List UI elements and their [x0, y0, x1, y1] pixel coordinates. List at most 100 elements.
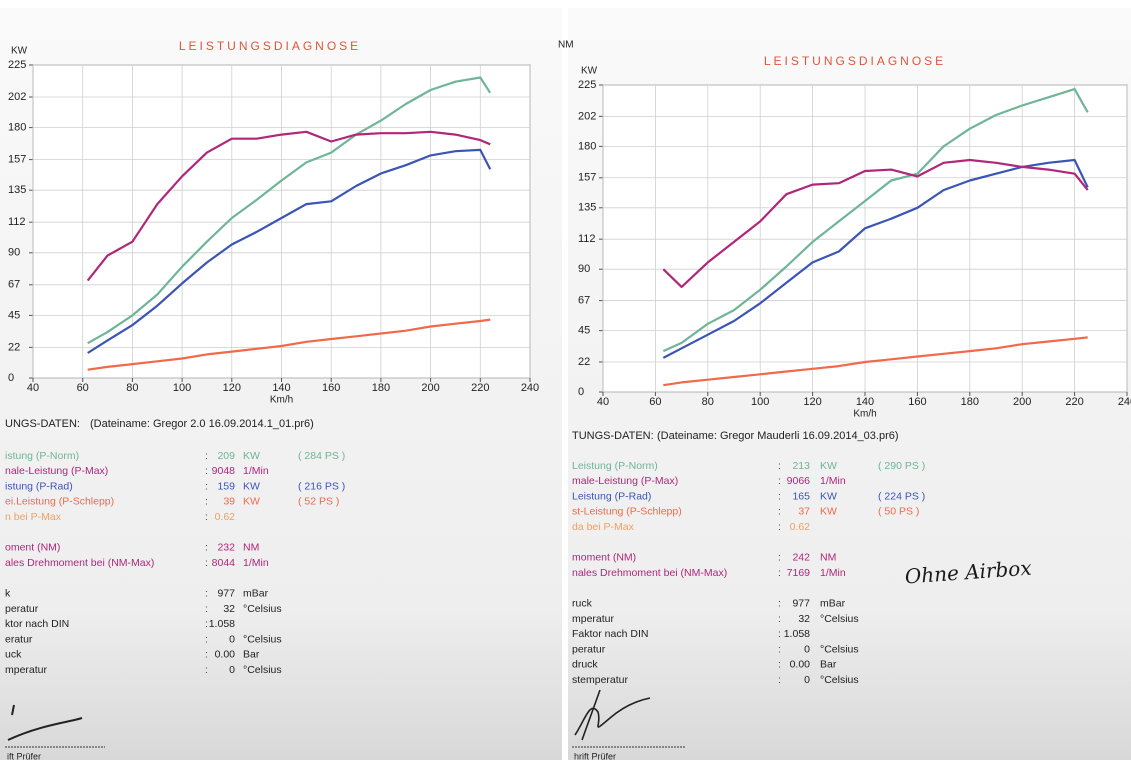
y-tick-label: 45 [8, 309, 20, 321]
row-label: nales Drehmoment bei (NM-Max) [572, 567, 727, 579]
row-unit: KW [820, 506, 837, 518]
row-label: eratur [5, 633, 33, 645]
row-label: mperatur [5, 664, 48, 676]
row-unit: KW [243, 496, 260, 508]
row-separator: : [778, 659, 781, 671]
row-value: 0 [229, 633, 235, 645]
x-tick-label: 60 [77, 382, 89, 394]
x-tick-label: 240 [1118, 396, 1131, 408]
row-separator: : [205, 633, 208, 645]
row-value: 0.00 [215, 649, 236, 661]
row-separator: : [778, 643, 781, 655]
row-label: st-Leistung (P-Schlepp) [572, 506, 682, 518]
data-line [87, 76, 492, 345]
row-separator: : [778, 521, 781, 533]
x-tick-label: 80 [126, 382, 138, 394]
row-extra: ( 216 PS ) [298, 480, 345, 492]
row-value: 977 [217, 587, 235, 599]
row-value: 0 [804, 674, 810, 686]
row-separator: : [778, 475, 781, 487]
data-line [662, 88, 1089, 353]
x-tick-label: 180 [372, 382, 390, 394]
y-tick-label: 135 [8, 184, 26, 196]
row-label: k [5, 587, 11, 599]
row-value: 1.058 [784, 628, 810, 640]
row-label: mperatur [572, 613, 615, 625]
row-unit: 1/Min [243, 465, 269, 477]
signature-caption: hrift Prüfer [574, 751, 616, 760]
y-tick-label: 0 [8, 372, 14, 384]
row-separator: : [205, 649, 208, 661]
y-tick-label: 22 [578, 356, 590, 368]
row-unit: KW [243, 480, 260, 492]
y-tick-label: 135 [578, 202, 596, 214]
row-unit: °Celsius [820, 674, 859, 686]
y-tick-label: 180 [8, 122, 26, 134]
row-label: druck [572, 659, 598, 671]
x-tick-label: 200 [1013, 396, 1031, 408]
file-name: (Dateiname: Gregor Mauderli 16.09.2014_0… [657, 430, 899, 442]
x-axis-label: Km/h [270, 395, 293, 406]
row-separator: : [778, 460, 781, 472]
row-unit: °Celsius [243, 664, 282, 676]
row-separator: : [205, 618, 208, 630]
row-separator: : [205, 542, 208, 554]
row-unit: NM [243, 542, 259, 554]
row-value: 9066 [787, 475, 811, 487]
row-value: 977 [792, 597, 810, 609]
row-unit: Bar [243, 649, 260, 661]
data-line [87, 318, 491, 371]
row-label: moment (NM) [572, 552, 636, 564]
y-tick-label: 67 [8, 279, 20, 291]
y-tick-label: 202 [578, 110, 596, 122]
x-tick-label: 140 [856, 396, 874, 408]
row-unit: 1/Min [820, 567, 846, 579]
chart-title: LEISTUNGSDIAGNOSE [179, 39, 361, 53]
x-tick-label: 160 [908, 396, 926, 408]
row-value: 0.62 [215, 511, 236, 523]
row-value: 32 [798, 613, 810, 625]
row-separator: : [778, 613, 781, 625]
row-label: Faktor nach DIN [572, 628, 648, 640]
row-separator: : [205, 587, 208, 599]
row-label: stemperatur [572, 674, 629, 686]
row-separator: : [205, 511, 208, 523]
row-unit: 1/Min [243, 557, 269, 569]
data-line [87, 148, 492, 354]
x-tick-label: 100 [173, 382, 191, 394]
data-line [662, 158, 1089, 359]
row-separator: : [778, 506, 781, 518]
row-label: istung (P-Rad) [5, 480, 73, 492]
y-axis-label: KW [581, 66, 598, 77]
y-tick-label: 112 [578, 233, 596, 245]
row-separator: : [205, 480, 208, 492]
row-unit: °Celsius [820, 613, 859, 625]
row-separator: : [205, 496, 208, 508]
row-label: male-Leistung (P-Max) [572, 475, 678, 487]
signature-caption: ift Prüfer [7, 751, 41, 760]
x-tick-label: 60 [649, 396, 661, 408]
row-value: 9048 [212, 465, 236, 477]
data-line [662, 158, 1089, 288]
x-tick-label: 220 [471, 382, 489, 394]
data-heading: TUNGS-DATEN: [572, 430, 654, 442]
row-unit: 1/Min [820, 475, 846, 487]
y-tick-label: 157 [578, 172, 596, 184]
row-value: 39 [223, 496, 235, 508]
row-separator: : [778, 490, 781, 502]
row-label: istung (P-Norm) [5, 450, 79, 462]
row-value: 242 [792, 552, 810, 564]
y-tick-label: 22 [8, 341, 20, 353]
row-separator: : [778, 628, 781, 640]
row-label: peratur [572, 643, 606, 655]
row-separator: : [778, 552, 781, 564]
y-axis-label: KW [11, 46, 28, 57]
x-tick-label: 100 [751, 396, 769, 408]
y-tick-label: 157 [8, 154, 26, 166]
row-value: 232 [217, 542, 235, 554]
row-label: Leistung (P-Norm) [572, 460, 658, 472]
row-value: 0.62 [790, 521, 811, 533]
row-unit: KW [243, 450, 260, 462]
data-heading: UNGS-DATEN: [5, 418, 80, 430]
